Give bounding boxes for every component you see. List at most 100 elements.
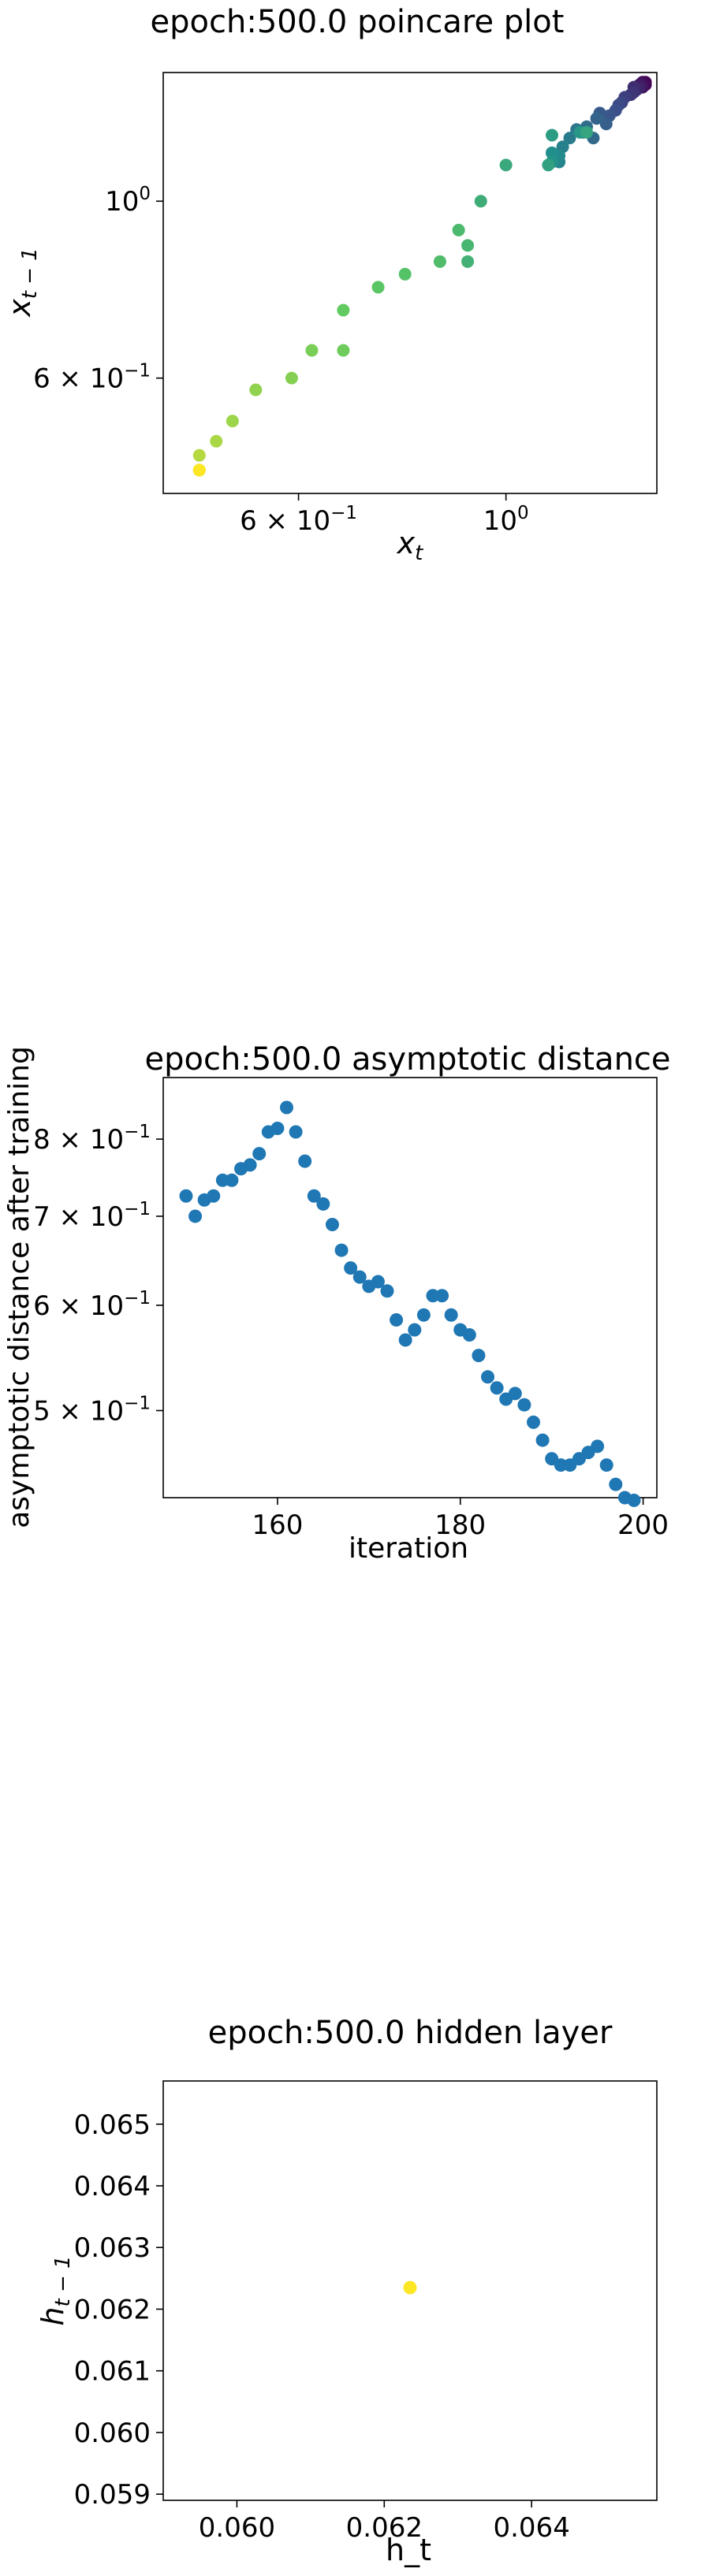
y-tick-label: 0.065: [74, 2109, 151, 2141]
asymptotic-distance-ticks: 160 180 200 8 × 10−1 7 × 10−1 6 × 10−1 5 × 10−…: [33, 1122, 669, 1541]
scatter-point: [390, 1312, 404, 1327]
poincare-plot-points: [192, 76, 652, 477]
y-tick-label: 0.062: [74, 2294, 151, 2325]
asymptotic-distance-axes-frame: [162, 1077, 658, 1498]
x-tick-label: 0.062: [346, 2512, 423, 2544]
scatter-point: [542, 158, 555, 172]
hidden-layer-title: epoch:500.0 hidden layer: [208, 2015, 613, 2051]
x-tick-label: 0.064: [493, 2512, 569, 2544]
scatter-point: [298, 1154, 312, 1168]
scatter-point: [481, 1370, 495, 1384]
poincare-plot-title: epoch:500.0 poincare plot: [151, 4, 565, 40]
scatter-point: [462, 1327, 476, 1342]
scatter-point: [508, 1387, 522, 1401]
asymptotic-distance-ylabel: asymptotic distance after training: [3, 1046, 35, 1528]
x-tick-label: 200: [617, 1509, 669, 1541]
scatter-point: [325, 1217, 339, 1231]
hidden-layer-points: [403, 2280, 417, 2295]
scatter-point: [307, 1189, 321, 1203]
scatter-point: [188, 1209, 203, 1223]
hidden-layer-axes-frame: [162, 2080, 658, 2501]
scatter-point: [627, 1493, 641, 1507]
asymptotic-distance-xlabel: iteration: [349, 1532, 468, 1565]
scatter-point: [270, 1122, 285, 1136]
y-tick-label: 0.063: [74, 2232, 151, 2264]
y-tick-label: 0.061: [74, 2356, 151, 2388]
scatter-point: [192, 449, 206, 462]
x-tick-label: 0.060: [199, 2512, 275, 2544]
scatter-point: [590, 112, 603, 125]
scatter-point: [210, 434, 223, 448]
scatter-point: [371, 1275, 385, 1289]
scatter-point: [609, 1477, 623, 1491]
scatter-point: [490, 1381, 504, 1395]
scatter-point: [444, 1308, 458, 1322]
scatter-point: [225, 1173, 239, 1187]
scatter-point: [316, 1197, 330, 1211]
poincare-plot-axes-frame: [162, 72, 658, 494]
scatter-point: [416, 1308, 431, 1322]
scatter-point: [452, 223, 465, 236]
y-tick-label: 5 × 10−1: [33, 1393, 151, 1427]
scatter-point: [546, 128, 559, 142]
scatter-point: [527, 1415, 540, 1429]
y-tick-label: 6 × 10−1: [33, 1288, 151, 1322]
x-tick-label: 160: [252, 1509, 303, 1541]
scatter-point: [435, 1289, 449, 1303]
scatter-point: [599, 1458, 613, 1472]
scatter-point: [344, 1261, 358, 1275]
scatter-point: [580, 125, 594, 139]
scatter-point: [226, 415, 239, 428]
scatter-point: [433, 255, 446, 268]
scatter-point: [546, 146, 559, 159]
hidden-layer-ticks: 0.060 0.062 0.064 0.059 0.060 0.061 0.062 0.063…: [74, 2109, 570, 2544]
scatter-point: [499, 158, 513, 172]
asymptotic-distance-points: [179, 1100, 641, 1507]
asymptotic-distance-title: epoch:500.0 asymptotic distance: [144, 1041, 670, 1078]
scatter-point: [599, 117, 613, 131]
scatter-point: [398, 1333, 412, 1347]
scatter-point: [472, 1349, 486, 1363]
scatter-point: [337, 344, 350, 357]
scatter-point: [289, 1125, 303, 1139]
poincare-plot-ticks: 6 × 10−1 100 6 × 10−1 100: [33, 184, 529, 537]
y-tick-label: 0.060: [74, 2418, 151, 2449]
scatter-point: [461, 255, 475, 268]
hidden-layer-ylabel: ht − 1: [35, 2255, 75, 2325]
scatter-point: [179, 1189, 193, 1203]
scatter-point: [408, 1323, 422, 1337]
scatter-point: [563, 132, 576, 145]
y-tick-label: 8 × 10−1: [33, 1122, 151, 1156]
hidden-layer-xlabel: h_t: [386, 2533, 431, 2567]
x-tick-label: 6 × 10−1: [240, 503, 357, 537]
scatter-point: [249, 383, 263, 396]
scatter-point: [337, 303, 350, 317]
scatter-point: [192, 463, 206, 477]
scatter-point: [280, 1100, 293, 1115]
poincare-plot-xlabel: xt: [397, 526, 424, 565]
scatter-point: [207, 1189, 221, 1203]
scatter-point: [285, 371, 298, 385]
scatter-point: [305, 344, 319, 357]
scatter-point: [243, 1158, 257, 1172]
y-tick-label: 100: [105, 184, 151, 218]
x-tick-label: 180: [434, 1509, 486, 1541]
scatter-point: [461, 239, 475, 252]
asymptotic-distance-chart: epoch:500.0 asymptotic distance 160 180 20…: [3, 1041, 671, 1565]
scatter-point: [517, 1398, 531, 1412]
scatter-point: [371, 281, 385, 294]
y-tick-label: 7 × 10−1: [33, 1199, 151, 1233]
scatter-point: [535, 1433, 550, 1447]
poincare-plot-ylabel: xt − 1: [2, 248, 42, 318]
scatter-point: [398, 267, 412, 281]
scatter-point: [252, 1147, 267, 1161]
y-tick-label: 0.059: [74, 2479, 151, 2511]
scatter-point: [474, 195, 487, 208]
scatter-point: [403, 2280, 417, 2295]
hidden-layer-chart: epoch:500.0 hidden layer 0.060 0.062 0.064…: [35, 2015, 658, 2567]
scatter-point: [380, 1284, 394, 1298]
y-tick-label: 0.064: [74, 2171, 151, 2202]
x-tick-label: 100: [483, 503, 529, 537]
